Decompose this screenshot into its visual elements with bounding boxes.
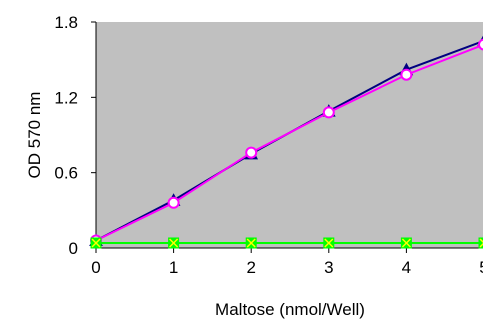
circle-marker bbox=[400, 68, 413, 81]
circle-marker bbox=[245, 146, 258, 159]
x-tick-label: 1 bbox=[169, 258, 178, 277]
x-tick-label: 2 bbox=[246, 258, 255, 277]
y-tick-label: 0 bbox=[69, 239, 78, 258]
x-marker-stroke bbox=[401, 238, 411, 248]
x-axis-title: Maltose (nmol/Well) bbox=[215, 300, 365, 319]
y-axis-title: OD 570 nm bbox=[25, 92, 44, 179]
x-marker-stroke bbox=[479, 238, 483, 244]
x-marker-stroke bbox=[246, 238, 256, 248]
x-tick-label: 5 bbox=[479, 258, 483, 277]
x-marker-stroke bbox=[479, 242, 483, 248]
circle-marker bbox=[167, 196, 180, 209]
y-axis-ticks: 0 0.6 1.2 1.8 bbox=[54, 13, 96, 258]
y-tick-label: 1.2 bbox=[54, 88, 78, 107]
x-marker-stroke bbox=[91, 238, 101, 248]
circle-marker bbox=[478, 38, 483, 51]
x-marker-stroke bbox=[324, 238, 334, 248]
series-layer bbox=[89, 35, 483, 249]
y-tick-label: 1.8 bbox=[54, 13, 78, 32]
x-tick-label: 3 bbox=[324, 258, 333, 277]
series-3 bbox=[90, 237, 483, 249]
x-tick-label: 4 bbox=[402, 258, 411, 277]
y-tick-label: 0.6 bbox=[54, 164, 78, 183]
series-line bbox=[95, 43, 483, 242]
square-x-marker bbox=[478, 237, 483, 249]
circle-marker bbox=[322, 106, 335, 119]
x-marker-stroke bbox=[169, 238, 179, 248]
x-axis-ticks: 0 1 2 3 4 5 bbox=[91, 248, 483, 277]
plot-area bbox=[96, 22, 483, 248]
x-tick-label: 0 bbox=[91, 258, 100, 277]
